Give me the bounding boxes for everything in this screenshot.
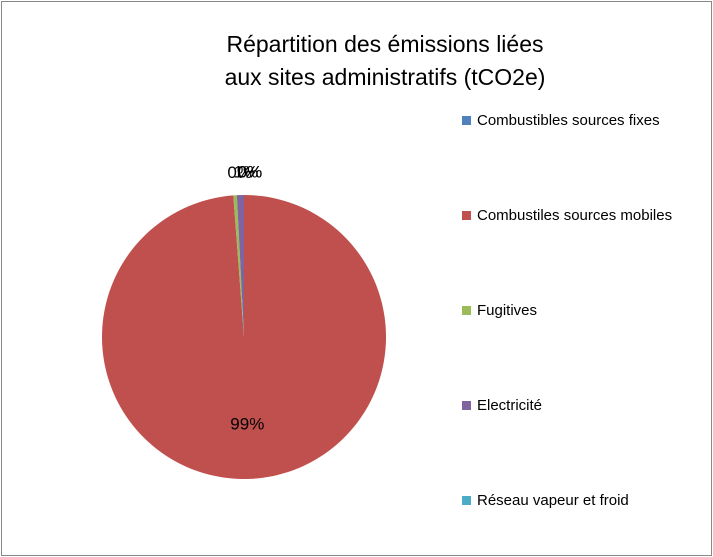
legend-swatch — [462, 116, 471, 125]
pie-slice — [233, 195, 244, 337]
legend-label: Fugitives — [477, 302, 538, 319]
legend-label: Réseau vapeur et froid — [477, 492, 629, 509]
chart-title: Répartition des émissions liées aux site… — [224, 31, 546, 90]
legend-swatch — [462, 496, 471, 505]
data-label: 1% — [234, 163, 259, 182]
legend-entry: Combustibles sources fixes — [462, 109, 687, 133]
legend-swatch — [462, 306, 471, 315]
legend-swatch — [462, 401, 471, 410]
pie-slice — [236, 195, 244, 337]
data-label: 0% — [238, 162, 263, 181]
legend-entry: Combustiles sources mobiles — [462, 204, 687, 228]
legend-entry: Electricité — [462, 394, 687, 418]
legend-label: Combustiles sources mobiles — [477, 207, 673, 224]
legend-swatch — [462, 211, 471, 220]
data-label: 99% — [230, 414, 264, 433]
data-label: 0% — [238, 162, 263, 181]
legend-label: Combustibles sources fixes — [477, 112, 660, 129]
legend-entry: Réseau vapeur et froid — [462, 489, 687, 513]
legend-label: Electricité — [477, 397, 543, 414]
legend-entry: Fugitives — [462, 299, 687, 323]
pie-slice — [102, 195, 386, 479]
data-label: 0% — [227, 163, 252, 182]
